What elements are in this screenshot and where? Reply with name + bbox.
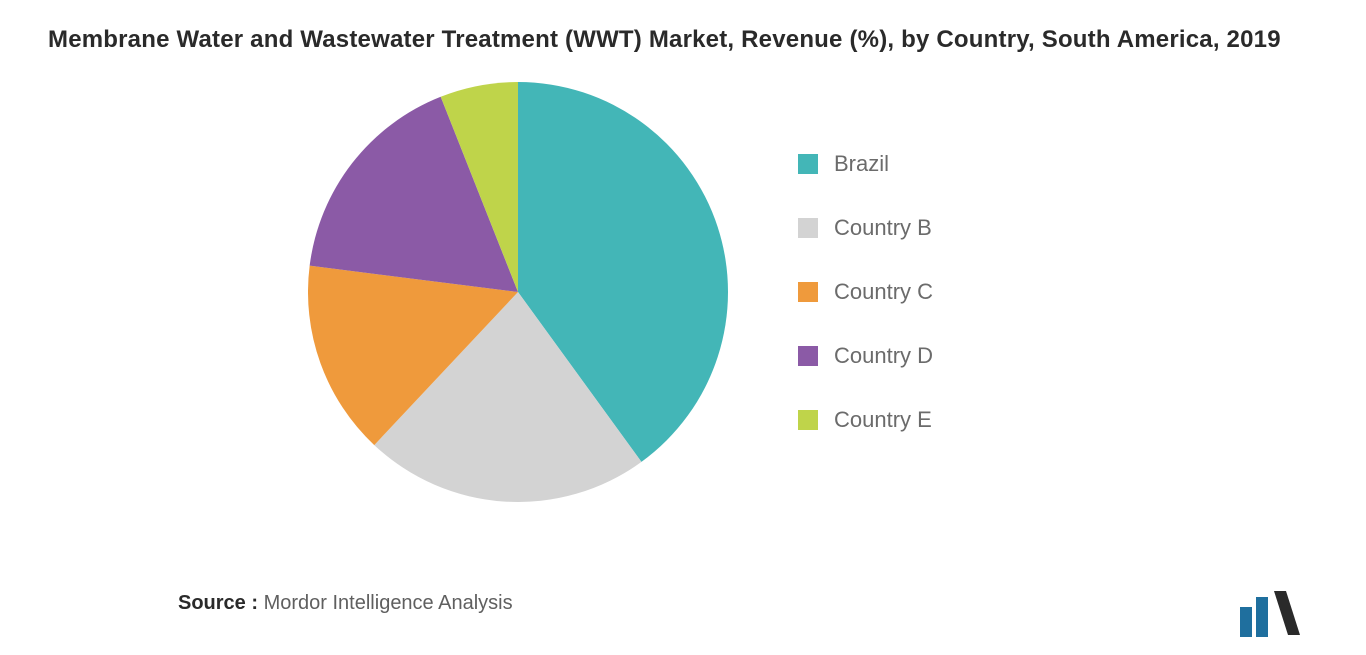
legend-label: Country B [834,215,932,241]
chart-frame: Membrane Water and Wastewater Treatment … [0,0,1366,655]
source-text: Mordor Intelligence Analysis [264,592,513,614]
legend-swatch [798,282,818,302]
chart-title: Membrane Water and Wastewater Treatment … [48,26,1318,54]
legend-label: Country D [834,343,933,369]
legend-label: Country E [834,407,932,433]
source-line: Source : Mordor Intelligence Analysis [178,592,513,615]
legend-item-3: Country D [798,343,933,369]
legend-item-4: Country E [798,407,933,433]
pie-chart [308,82,728,502]
source-label: Source : [178,592,258,614]
brand-logo-icon [1238,589,1308,637]
legend-label: Country C [834,279,933,305]
legend-item-0: Brazil [798,151,933,177]
chart-row: Brazil Country B Country C Country D Country… [48,82,1318,502]
legend-item-1: Country B [798,215,933,241]
legend-swatch [798,218,818,238]
legend-swatch [798,410,818,430]
legend-swatch [798,346,818,366]
legend-swatch [798,154,818,174]
pie-svg [308,82,728,502]
legend: Brazil Country B Country C Country D Country… [798,151,933,433]
legend-item-2: Country C [798,279,933,305]
legend-label: Brazil [834,151,889,177]
